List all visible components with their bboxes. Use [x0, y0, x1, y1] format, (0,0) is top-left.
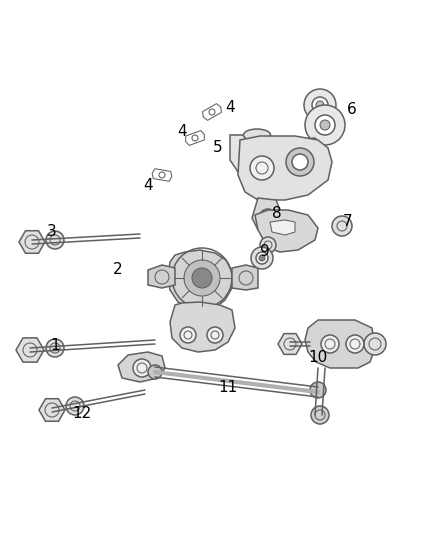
- Polygon shape: [252, 198, 282, 232]
- Polygon shape: [280, 138, 325, 172]
- Text: 4: 4: [225, 101, 235, 116]
- Circle shape: [192, 268, 212, 288]
- Text: 10: 10: [308, 351, 328, 366]
- Text: 3: 3: [47, 224, 57, 239]
- Polygon shape: [238, 136, 332, 200]
- Circle shape: [305, 105, 345, 145]
- Text: 5: 5: [213, 140, 223, 155]
- Text: 7: 7: [343, 214, 353, 230]
- Text: 11: 11: [219, 379, 238, 394]
- Circle shape: [251, 247, 273, 269]
- Circle shape: [316, 101, 324, 109]
- Polygon shape: [270, 220, 295, 235]
- Polygon shape: [148, 265, 175, 288]
- Text: 4: 4: [177, 125, 187, 140]
- Circle shape: [133, 359, 151, 377]
- Polygon shape: [39, 399, 65, 421]
- Text: 4: 4: [143, 177, 153, 192]
- Text: 9: 9: [260, 245, 270, 260]
- Polygon shape: [278, 334, 302, 354]
- Circle shape: [180, 327, 196, 343]
- Polygon shape: [118, 352, 165, 382]
- Text: 12: 12: [72, 406, 92, 421]
- Polygon shape: [168, 250, 232, 310]
- Circle shape: [310, 382, 326, 398]
- Circle shape: [207, 327, 223, 343]
- Polygon shape: [305, 320, 375, 368]
- Circle shape: [250, 156, 274, 180]
- Circle shape: [292, 154, 308, 170]
- Polygon shape: [16, 338, 44, 362]
- Circle shape: [304, 89, 336, 121]
- Circle shape: [184, 260, 220, 296]
- Circle shape: [46, 231, 64, 249]
- Polygon shape: [255, 210, 318, 252]
- Circle shape: [66, 397, 84, 415]
- Circle shape: [320, 120, 330, 130]
- Circle shape: [321, 335, 339, 353]
- Polygon shape: [170, 302, 235, 352]
- Circle shape: [315, 115, 335, 135]
- Text: 6: 6: [347, 102, 357, 117]
- Circle shape: [312, 97, 328, 113]
- Text: 1: 1: [50, 337, 60, 352]
- Circle shape: [260, 237, 276, 253]
- Circle shape: [259, 255, 265, 261]
- Circle shape: [311, 406, 329, 424]
- Circle shape: [332, 216, 352, 236]
- Polygon shape: [19, 231, 45, 253]
- Circle shape: [364, 333, 386, 355]
- Circle shape: [256, 252, 268, 264]
- Text: 2: 2: [113, 262, 123, 278]
- Polygon shape: [230, 135, 285, 180]
- Circle shape: [46, 339, 64, 357]
- Circle shape: [251, 151, 269, 169]
- Text: 8: 8: [272, 206, 282, 221]
- Polygon shape: [232, 265, 258, 290]
- Circle shape: [286, 148, 314, 176]
- Circle shape: [346, 335, 364, 353]
- Circle shape: [259, 209, 277, 227]
- Circle shape: [148, 365, 162, 379]
- Ellipse shape: [244, 129, 271, 141]
